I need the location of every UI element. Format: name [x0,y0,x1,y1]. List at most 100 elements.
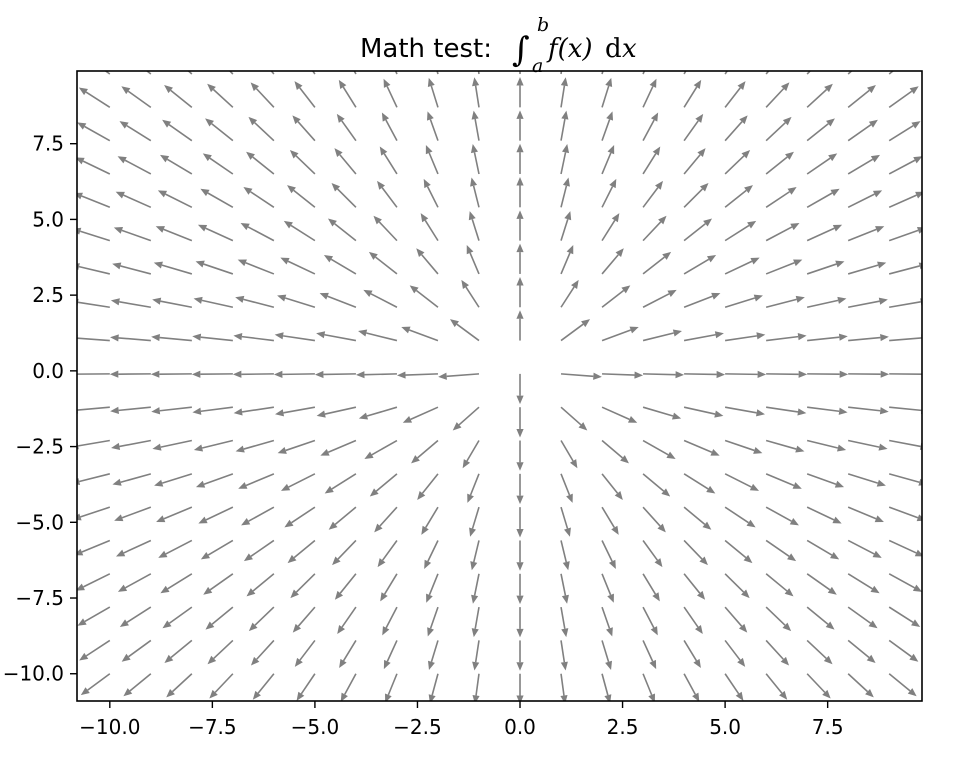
quiver-arrow [290,150,315,174]
quiver-arrow [889,507,926,521]
quiver-arrow [684,371,725,378]
quiver-arrow [243,187,273,207]
quiver-arrow [450,319,479,340]
quiver-arrow [461,280,479,307]
quiver-arrow [324,255,356,274]
quiver-arrow [281,474,315,491]
quiver-arrow [807,674,831,699]
quiver-arrow [251,640,274,665]
quiver-arrow [561,640,568,670]
quiver-arrow [192,334,233,341]
quiver-arrow [253,674,274,700]
quiver-arrow [111,441,151,450]
quiver-arrow [154,474,192,487]
quiver-arrow [116,192,151,208]
quiver-arrow [164,640,191,663]
quiver-arrow [516,374,523,404]
quiver-arrow [561,211,571,241]
quiver-arrow [516,474,523,504]
quiver-arrow [382,112,397,140]
quiver-arrow [385,674,397,703]
quiver-arrow [248,117,273,141]
x-tick-label: 5.0 [709,715,741,739]
quiver-arrow [417,474,438,500]
quiver-arrow [72,507,109,520]
quiver-arrow [848,574,879,593]
quiver-arrow [411,441,438,464]
quiver-arrow [889,298,929,307]
quiver-arrow [807,640,832,664]
quiver-arrow [602,111,613,140]
quiver-arrow [205,607,232,630]
quiver-arrow [889,227,926,241]
quiver-arrow [516,540,523,570]
quiver-arrow [725,47,744,74]
quiver-arrow [889,86,918,107]
quiver-arrow [848,507,884,522]
quiver-arrow [807,118,835,140]
quiver-arrow [684,114,703,141]
quiver-arrow [848,120,878,141]
quiver-arrow [198,225,233,241]
quiver-arrow [421,213,438,240]
quiver-arrow [81,674,110,695]
quiver-arrow [472,111,479,141]
quiver-arrow [74,193,110,208]
quiver-arrow [277,295,315,308]
quiver-arrow [516,144,523,174]
quiver-arrow [280,258,315,274]
quiver-arrow [192,371,233,378]
quiver-arrow [377,181,397,207]
quiver-arrow [233,333,273,341]
quiver-arrow [427,111,438,140]
quiver-arrow [561,607,568,637]
quiver-arrow [725,441,762,454]
quiver-arrow [114,227,151,241]
quiver-arrow [160,574,191,593]
quiver-arrow [684,441,720,456]
quiver-arrow [643,181,663,207]
quiver-arrow [251,82,274,107]
quiver-arrow [208,640,233,664]
y-tick-label: 7.5 [32,132,64,156]
quiver-arrow [421,507,438,535]
quiver-arrow [725,574,750,598]
quiver-arrow [426,574,438,603]
quiver-arrow [807,334,848,341]
title-integrand: f(x) [546,34,593,64]
quiver-arrow [75,157,109,174]
quiver-arrow [122,640,151,661]
axes-frame [77,71,922,701]
quiver-arrow [463,441,479,469]
quiver-arrow [643,45,655,74]
quiver-arrow [397,371,438,378]
quiver-arrow [69,406,110,413]
x-tick-label: −2.5 [393,715,442,739]
quiver-arrow [561,245,573,274]
quiver-arrow [471,144,479,174]
quiver-arrow [472,674,479,704]
quiver-arrow [369,252,397,274]
quiver-arrow [848,640,875,663]
quiver-arrow [684,293,720,307]
quiver-arrow [293,607,315,632]
quiver-arrow [334,148,355,174]
quiver-arrow [643,252,671,274]
quiver-arrow [725,185,753,207]
quiver-arrow [602,248,624,274]
quiver-arrow [848,334,889,341]
quiver-arrow [162,607,191,628]
quiver-arrow [807,371,848,378]
quiver-arrow [561,474,573,503]
quiver-arrow [684,218,712,240]
quiver-arrow [194,297,233,307]
quiver-arrow [516,507,523,537]
x-tick-label: −5.0 [291,715,340,739]
quiver-arrow [889,540,924,556]
quiver-arrow [561,319,590,340]
quiver-arrow [275,407,315,416]
quiver-arrow [429,674,438,704]
quiver-arrow [156,226,192,241]
quiver-arrow [848,155,880,174]
